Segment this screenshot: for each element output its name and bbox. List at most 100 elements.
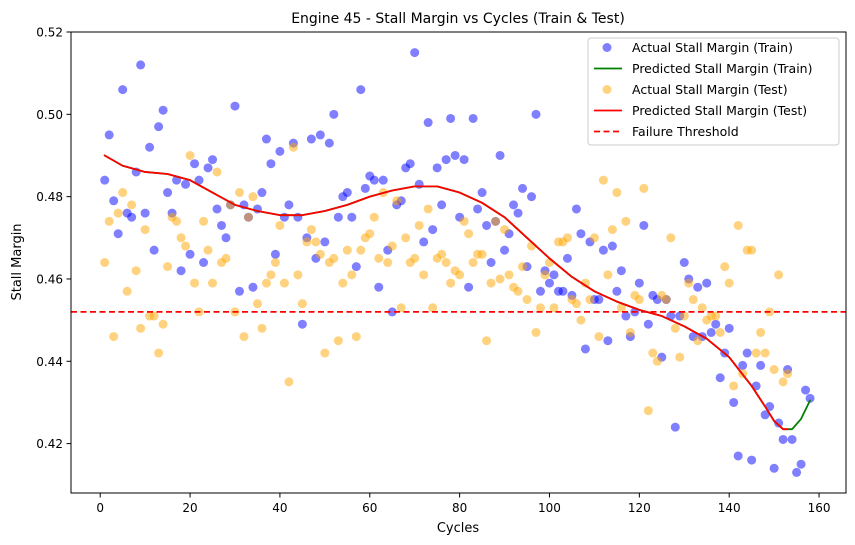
y-axis-label: Stall Margin <box>10 223 25 300</box>
data-point <box>243 212 253 222</box>
plot-frame <box>70 31 847 494</box>
data-point <box>311 237 321 247</box>
x-tick-label: 80 <box>452 501 467 515</box>
data-point <box>441 155 451 165</box>
data-point <box>684 278 694 288</box>
legend-label: Failure Threshold <box>632 124 739 139</box>
data-point <box>783 369 793 379</box>
data-point <box>535 286 545 296</box>
data-point <box>464 282 474 292</box>
x-tick-label: 60 <box>362 501 377 515</box>
x-tick-label: 160 <box>808 501 831 515</box>
data-point <box>239 332 249 342</box>
data-point <box>351 262 361 272</box>
data-point <box>234 286 244 296</box>
data-point <box>612 286 622 296</box>
data-point <box>738 360 748 370</box>
data-point <box>549 303 559 313</box>
data-point <box>675 352 685 362</box>
data-point <box>666 233 676 243</box>
data-point <box>594 332 604 342</box>
data-point <box>711 311 721 321</box>
data-point <box>369 212 379 222</box>
x-tick-label: 20 <box>182 501 197 515</box>
data-point <box>706 327 716 337</box>
data-point <box>509 200 519 210</box>
data-point <box>634 278 644 288</box>
data-point <box>252 299 262 309</box>
data-point <box>392 196 402 206</box>
data-point <box>711 319 721 329</box>
data-point <box>491 216 501 226</box>
legend-label: Predicted Stall Margin (Test) <box>632 103 807 118</box>
data-point <box>778 377 788 387</box>
series-line-test <box>103 154 789 431</box>
data-point <box>203 245 213 255</box>
data-point <box>576 315 586 325</box>
legend-label: Actual Stall Margin (Train) <box>632 40 793 55</box>
data-point <box>266 159 276 169</box>
data-point <box>468 113 478 123</box>
data-point <box>136 323 146 333</box>
data-point <box>500 245 510 255</box>
data-point <box>437 249 447 259</box>
data-point <box>158 105 168 115</box>
data-point <box>270 258 280 267</box>
data-point <box>109 196 119 206</box>
data-point <box>360 183 370 193</box>
data-point <box>603 336 613 346</box>
data-point <box>306 225 316 235</box>
data-point <box>140 225 150 235</box>
chart-title: Engine 45 - Stall Margin vs Cycles (Trai… <box>291 11 625 27</box>
data-point <box>257 323 267 333</box>
data-point <box>679 311 689 321</box>
data-point <box>257 188 267 198</box>
legend-item: Actual Stall Margin (Train) <box>602 40 793 55</box>
data-point <box>396 303 406 313</box>
data-point <box>531 109 541 119</box>
data-point <box>724 278 734 288</box>
data-point <box>576 229 586 239</box>
legend: Actual Stall Margin (Train) Predicted Sta… <box>587 37 840 146</box>
x-tick-label: 40 <box>272 501 287 515</box>
data-point <box>423 118 433 128</box>
data-point <box>616 266 626 276</box>
data-point <box>621 311 631 321</box>
y-axis: 0.42 0.44 0.46 0.48 0.50 0.52 <box>36 26 71 451</box>
data-point <box>217 220 227 230</box>
data-point <box>419 237 429 247</box>
data-point <box>190 159 200 169</box>
data-point <box>374 282 384 292</box>
y-tick-label: 0.44 <box>36 355 63 369</box>
data-point <box>401 233 411 243</box>
data-point <box>598 245 608 255</box>
data-point <box>176 266 186 276</box>
data-point <box>414 179 424 189</box>
legend-item: Predicted Stall Margin (Train) <box>594 61 812 76</box>
data-point <box>104 216 114 226</box>
data-point <box>580 278 590 288</box>
data-point <box>423 204 433 214</box>
data-point <box>279 278 289 288</box>
data-point <box>747 455 757 465</box>
data-point <box>154 348 164 358</box>
data-point <box>414 220 424 230</box>
data-point <box>261 278 271 288</box>
data-point <box>634 295 644 305</box>
data-point <box>464 229 474 239</box>
data-point <box>527 192 537 202</box>
data-point <box>270 249 280 259</box>
data-point <box>540 270 550 280</box>
data-point <box>118 188 128 198</box>
data-point <box>787 434 797 444</box>
data-point <box>607 225 617 235</box>
x-axis-label: Cycles <box>437 521 480 536</box>
data-point <box>212 204 222 214</box>
data-point <box>446 113 456 123</box>
legend-marker <box>602 43 612 52</box>
legend-box <box>587 37 840 146</box>
data-point <box>320 237 330 247</box>
data-point <box>172 216 182 226</box>
data-point <box>756 327 766 337</box>
